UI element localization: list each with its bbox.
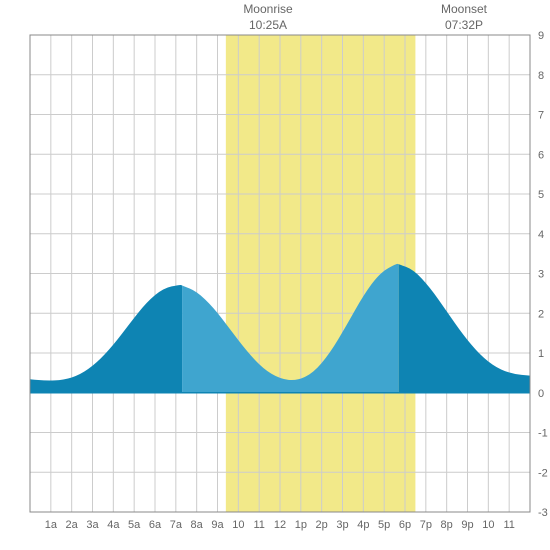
svg-text:-2: -2 <box>538 467 548 479</box>
svg-text:6: 6 <box>538 149 544 161</box>
svg-text:8: 8 <box>538 70 544 82</box>
svg-text:1: 1 <box>538 348 544 360</box>
svg-text:5a: 5a <box>128 519 141 531</box>
svg-text:1p: 1p <box>295 519 307 531</box>
svg-text:7a: 7a <box>170 519 183 531</box>
svg-text:4p: 4p <box>357 519 369 531</box>
moonrise-label: Moonrise 10:25A <box>228 2 308 33</box>
moonset-label: Moonset 07:32P <box>424 2 504 33</box>
svg-text:7: 7 <box>538 110 544 122</box>
svg-text:2a: 2a <box>66 519 79 531</box>
svg-text:5p: 5p <box>378 519 390 531</box>
svg-text:-3: -3 <box>538 507 548 519</box>
tide-chart: Moonrise 10:25A Moonset 07:32P 1a2a3a4a5… <box>0 0 550 550</box>
svg-text:3a: 3a <box>86 519 99 531</box>
svg-text:6a: 6a <box>149 519 162 531</box>
svg-text:4: 4 <box>538 229 544 241</box>
moonrise-title: Moonrise <box>243 2 292 16</box>
svg-text:0: 0 <box>538 388 544 400</box>
svg-text:4a: 4a <box>107 519 120 531</box>
svg-text:12: 12 <box>274 519 286 531</box>
svg-text:11: 11 <box>253 519 264 531</box>
moonset-title: Moonset <box>441 2 487 16</box>
svg-text:6p: 6p <box>399 519 411 531</box>
chart-svg: 1a2a3a4a5a6a7a8a9a1011121p2p3p4p5p6p7p8p… <box>0 0 550 550</box>
svg-text:8a: 8a <box>191 519 204 531</box>
svg-text:9p: 9p <box>461 519 473 531</box>
svg-text:9a: 9a <box>211 519 224 531</box>
svg-text:7p: 7p <box>420 519 432 531</box>
svg-text:11: 11 <box>503 519 514 531</box>
svg-text:8p: 8p <box>441 519 453 531</box>
svg-text:3: 3 <box>538 269 544 281</box>
svg-text:1a: 1a <box>45 519 58 531</box>
svg-text:2p: 2p <box>316 519 328 531</box>
moonrise-time: 10:25A <box>249 18 287 32</box>
moonset-time: 07:32P <box>445 18 483 32</box>
svg-text:10: 10 <box>232 519 244 531</box>
svg-text:-1: -1 <box>538 428 548 440</box>
svg-text:3p: 3p <box>336 519 348 531</box>
svg-text:10: 10 <box>482 519 494 531</box>
svg-text:9: 9 <box>538 30 544 42</box>
svg-text:5: 5 <box>538 189 544 201</box>
svg-text:2: 2 <box>538 308 544 320</box>
